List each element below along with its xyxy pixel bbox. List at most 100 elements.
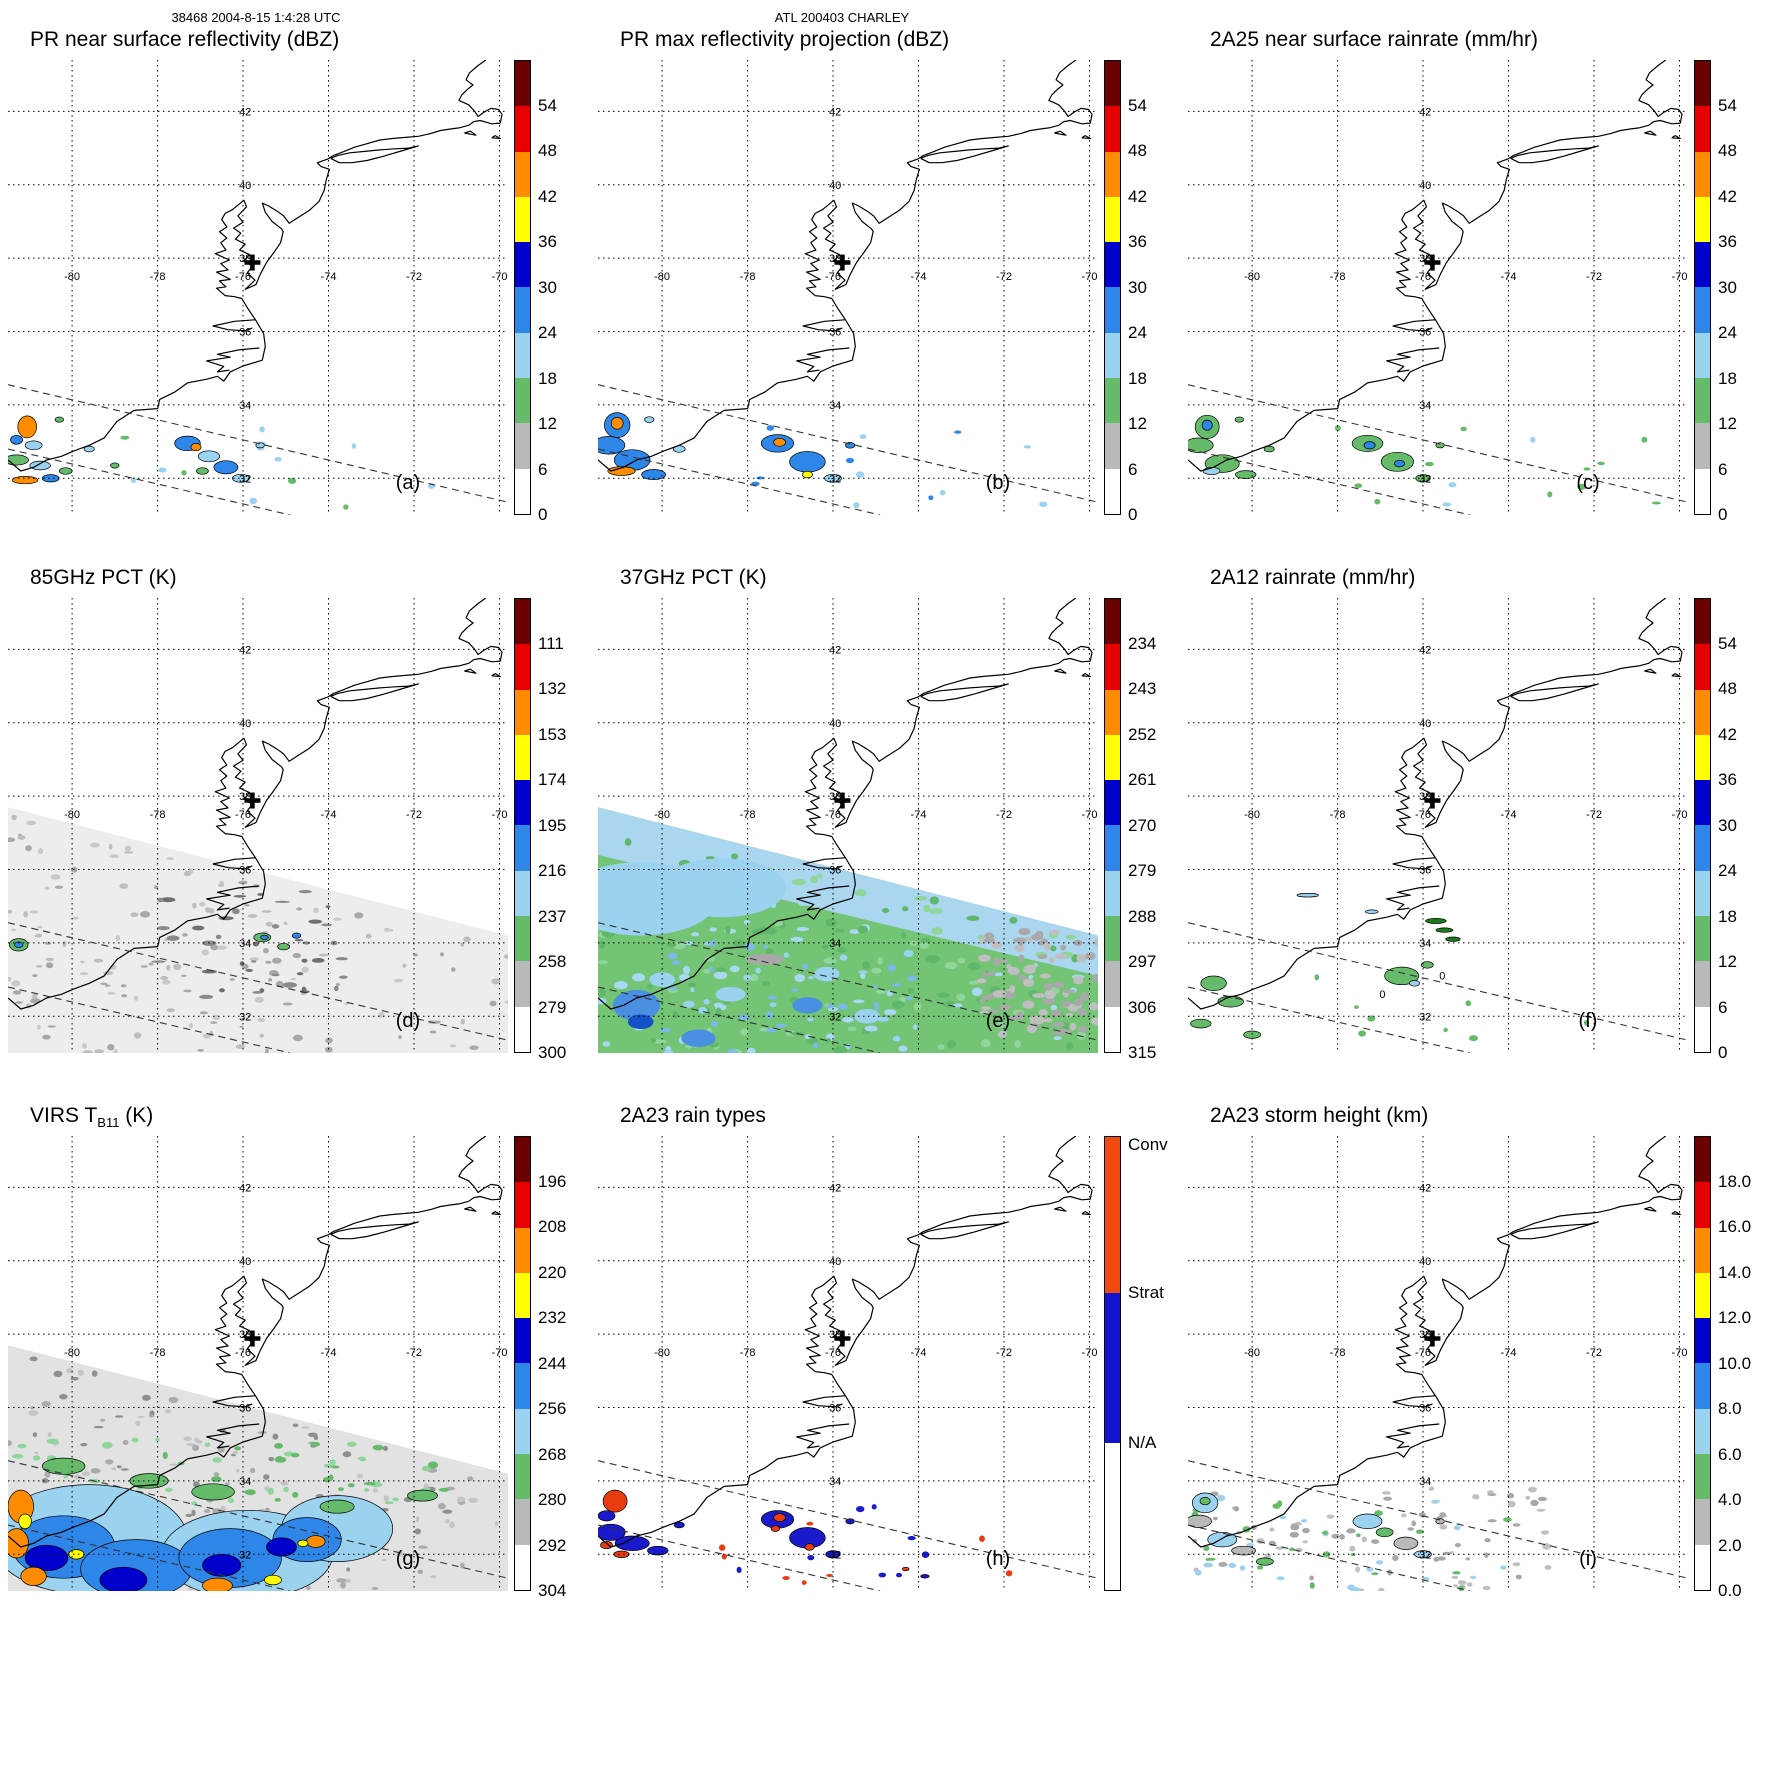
svg-text:-78: -78 xyxy=(1330,271,1346,283)
svg-text:40: 40 xyxy=(829,1256,841,1268)
colorbar-bar xyxy=(514,598,531,1053)
svg-text:-78: -78 xyxy=(1330,1347,1346,1359)
svg-text:-80: -80 xyxy=(1244,1347,1260,1359)
graticule xyxy=(598,60,1098,515)
svg-text:-80: -80 xyxy=(1244,809,1260,821)
colorbar-tick-label: 54 xyxy=(538,95,557,115)
colorbar-segment xyxy=(1695,332,1710,379)
colorbar-segment xyxy=(515,196,530,243)
colorbar-tick-label: 12 xyxy=(538,414,557,433)
svg-text:-74: -74 xyxy=(1501,809,1517,821)
svg-text:36: 36 xyxy=(829,327,841,339)
colorbar-tick-label: 4.0 xyxy=(1718,1490,1742,1509)
graticule xyxy=(598,598,1098,1053)
panel-f: 2A12 rainrate (mm/hr) 0 0 -80 -78 -76 -74 -72 -… xyxy=(1182,566,1767,1086)
coastline xyxy=(8,1136,503,1548)
svg-text:42: 42 xyxy=(829,1182,841,1194)
svg-text:-74: -74 xyxy=(911,809,927,821)
svg-text:-72: -72 xyxy=(1586,809,1602,821)
graticule xyxy=(1188,1136,1688,1591)
data-blobs xyxy=(598,858,880,1048)
colorbar-segment xyxy=(1105,61,1120,107)
colorbar-bar xyxy=(1694,598,1711,1053)
colorbar-segment xyxy=(1695,825,1710,871)
svg-text:-72: -72 xyxy=(406,1347,422,1359)
svg-text:-72: -72 xyxy=(1586,271,1602,283)
svg-text:-76: -76 xyxy=(235,1347,251,1359)
graticule xyxy=(1188,60,1688,515)
colorbar-tick-label: 195 xyxy=(538,815,567,835)
svg-text:36: 36 xyxy=(1419,865,1431,877)
svg-text:40: 40 xyxy=(239,718,251,730)
panel-e-title: 37GHz PCT (K) xyxy=(620,566,767,589)
panel-f-colorbar: 54 48 42 36 30 24 18 12 6 0 xyxy=(1694,598,1766,1062)
colorbar-tick-label: 48 xyxy=(1718,141,1737,160)
panel-label: (h) xyxy=(986,1548,1010,1570)
graticule xyxy=(1188,598,1688,1053)
colorbar-segment xyxy=(515,780,530,826)
colorbar-segment xyxy=(1695,1499,1710,1545)
svg-text:42: 42 xyxy=(829,106,841,118)
data-blobs xyxy=(598,1489,930,1579)
panel-e-colorbar: 234 243 252 261 270 279 288 297 306 315 xyxy=(1104,598,1176,1062)
colorbar-segment xyxy=(1695,1227,1710,1273)
svg-text:-70: -70 xyxy=(1672,1347,1688,1359)
colorbar-segment xyxy=(515,332,530,379)
colorbar-tick-label: 174 xyxy=(538,770,567,789)
colorbar-segment xyxy=(1695,151,1710,197)
panel-h: 2A23 rain types -80 -78 -76 -74 -72 -70 32 34 36… xyxy=(592,1104,1177,1624)
swath-edge-lines xyxy=(1188,1460,1688,1591)
colorbar-segment xyxy=(1695,106,1710,152)
colorbar-segment xyxy=(1105,916,1120,962)
colorbar-tick-label: 244 xyxy=(538,1353,567,1373)
data-blobs xyxy=(1188,414,1445,483)
colorbar-segment xyxy=(515,1499,530,1545)
colorbar-tick-label: 132 xyxy=(538,679,567,698)
colorbar-tick-label: 279 xyxy=(538,997,567,1017)
coastline xyxy=(8,598,503,1010)
colorbar-bar xyxy=(514,60,531,515)
colorbar-segment xyxy=(515,378,530,424)
colorbar-tick-label: 0.0 xyxy=(1718,1581,1742,1600)
panel-label: (e) xyxy=(986,1010,1010,1032)
speckles xyxy=(120,426,435,510)
panel-label: (i) xyxy=(1579,1548,1597,1570)
colorbar-segment xyxy=(1695,870,1710,917)
svg-text:32: 32 xyxy=(1419,1549,1431,1561)
storm-center-cross xyxy=(834,792,851,809)
colorbar-category-label: Conv xyxy=(1128,1135,1168,1155)
colorbar-tick-label: 0 xyxy=(1128,505,1138,524)
svg-text:-74: -74 xyxy=(321,1347,337,1359)
panel-a-colorbar: 54 48 42 36 30 24 18 12 6 0 xyxy=(514,60,586,524)
speckles xyxy=(1314,974,1589,1042)
colorbar-tick-label: 14.0 xyxy=(1718,1262,1752,1282)
colorbar-tick-label: 30 xyxy=(1128,277,1147,297)
data-blobs xyxy=(1188,1492,1445,1566)
colorbar-segment xyxy=(515,1408,530,1455)
panel-label: (g) xyxy=(396,1548,420,1570)
panel-label: (b) xyxy=(986,472,1010,494)
svg-text:32: 32 xyxy=(239,473,251,485)
colorbar-segment xyxy=(515,1227,530,1273)
svg-text:36: 36 xyxy=(1419,1403,1431,1415)
colorbar-tick-label: 256 xyxy=(538,1399,567,1418)
svg-text:36: 36 xyxy=(239,327,251,339)
svg-text:-80: -80 xyxy=(64,809,80,821)
colorbar-tick-label: 306 xyxy=(1128,997,1157,1017)
svg-text:36: 36 xyxy=(829,1403,841,1415)
svg-text:34: 34 xyxy=(1419,1476,1431,1488)
colorbar-tick-label: 36 xyxy=(1128,232,1147,251)
colorbar-segment xyxy=(515,916,530,962)
panel-label: (d) xyxy=(396,1010,420,1032)
data-blobs xyxy=(8,415,265,485)
svg-text:-80: -80 xyxy=(654,809,670,821)
coastline xyxy=(598,60,1093,472)
colorbar-tick-label: 6.0 xyxy=(1718,1444,1742,1464)
panel-d: 85GHz PCT (K) -80 -78 -76 -74 -72 -70 32 34 36 38… xyxy=(2,566,587,1086)
colorbar-tick-label: 12 xyxy=(1718,414,1737,433)
